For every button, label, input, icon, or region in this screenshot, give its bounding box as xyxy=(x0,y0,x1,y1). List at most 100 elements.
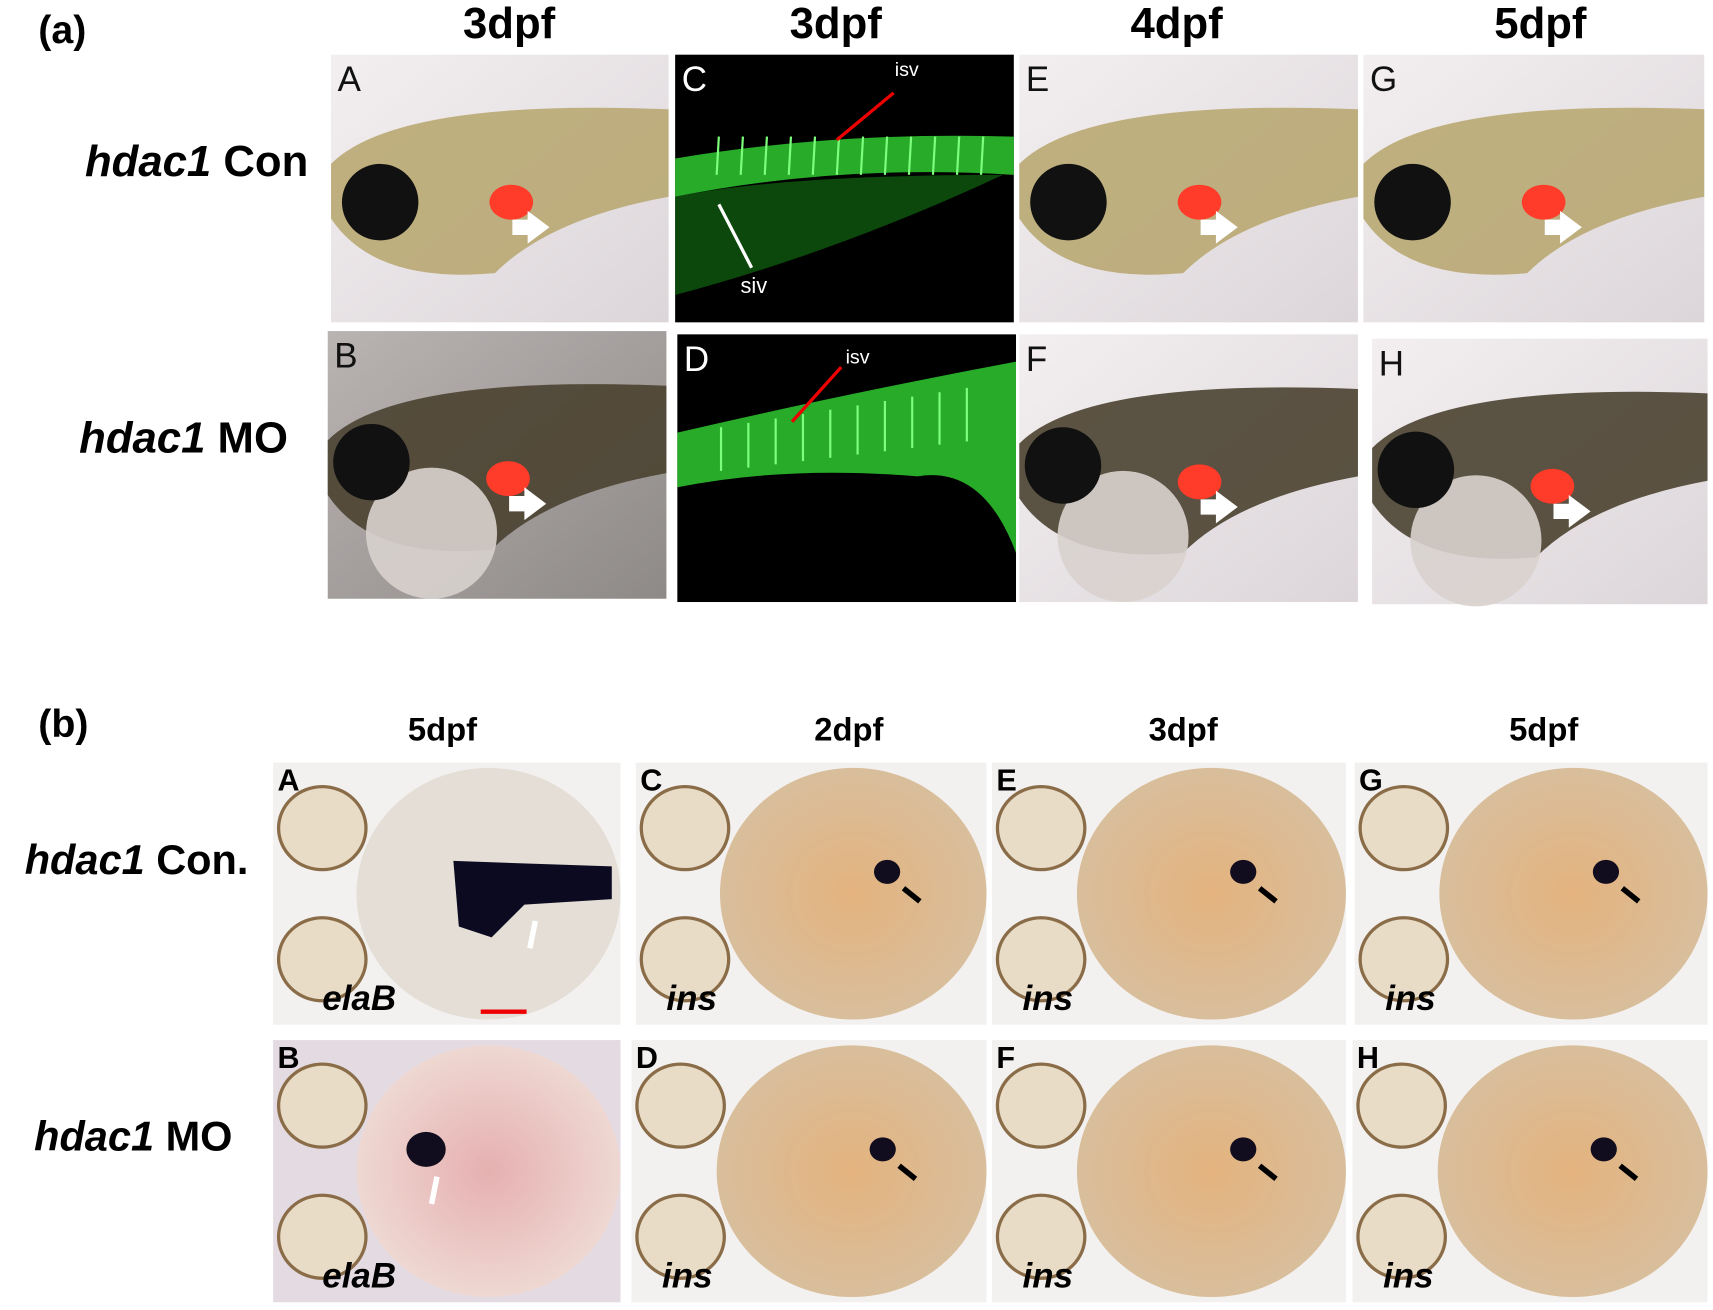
probe-label: ins xyxy=(1023,1256,1073,1295)
image-panel: B xyxy=(327,331,667,599)
yolk xyxy=(1057,470,1189,603)
eye xyxy=(276,916,368,1003)
expression-signal xyxy=(453,860,612,938)
eye xyxy=(1030,163,1107,241)
isv-line xyxy=(763,136,769,175)
panel-letter: F xyxy=(996,1041,1015,1075)
arrow xyxy=(428,1176,440,1205)
eye xyxy=(1356,1193,1447,1280)
eye xyxy=(635,1193,726,1280)
panel-letter: D xyxy=(684,340,709,379)
eye xyxy=(1024,427,1102,504)
panel-letter: G xyxy=(1359,763,1383,797)
liver-signal xyxy=(486,461,530,497)
section-label: (b) xyxy=(38,702,88,746)
yolk xyxy=(716,1045,987,1298)
vessel xyxy=(675,135,1014,197)
isv-line xyxy=(739,136,744,175)
arrow xyxy=(1618,1163,1639,1181)
yolk xyxy=(1076,767,1346,1020)
row-label: hdac1 Con xyxy=(85,136,308,185)
yolk xyxy=(365,467,498,599)
column-header: 3dpf xyxy=(463,0,556,48)
liver-signal xyxy=(1177,464,1222,500)
arrow xyxy=(1257,886,1278,904)
panel-letter: F xyxy=(1026,340,1047,379)
liver-signal xyxy=(1177,184,1222,220)
arrow xyxy=(1553,494,1591,528)
expression-signal xyxy=(873,859,901,884)
eye xyxy=(995,1062,1087,1149)
panel-letter: D xyxy=(636,1041,658,1075)
vessel xyxy=(677,361,1017,553)
isv-line xyxy=(883,136,889,175)
isv-line xyxy=(811,136,817,175)
arrow xyxy=(897,1163,918,1181)
condition: MO xyxy=(166,1112,233,1159)
yolk-glow xyxy=(675,174,1003,296)
eye xyxy=(995,916,1087,1003)
image-panel: F xyxy=(1019,334,1358,603)
panel-letter: B xyxy=(277,1041,299,1075)
image-panel: A xyxy=(331,54,669,323)
column-header: 3dpf xyxy=(790,0,883,48)
expression-signal xyxy=(1230,859,1257,884)
panel-letter: H xyxy=(1379,344,1404,383)
eye xyxy=(1377,431,1455,509)
expression-signal xyxy=(406,1131,446,1167)
probe-label: ins xyxy=(662,1256,712,1295)
panel-letter: C xyxy=(640,763,662,797)
eye xyxy=(995,1193,1087,1280)
image-panel: isv siv C xyxy=(675,54,1014,323)
yolk xyxy=(1410,475,1542,607)
liver-signal xyxy=(1530,468,1575,504)
probe-label: elaB xyxy=(322,979,396,1018)
eye xyxy=(639,916,731,1003)
liver-signal xyxy=(489,184,534,220)
eye xyxy=(276,1193,368,1280)
yolk xyxy=(764,498,996,603)
liver-signal xyxy=(1521,184,1566,220)
column-header: 5dpf xyxy=(408,711,477,748)
eye xyxy=(639,785,731,872)
probe-label: elaB xyxy=(322,1256,396,1295)
annotation: isv xyxy=(895,59,919,81)
condition: Con xyxy=(223,136,308,185)
probe-label: ins xyxy=(666,979,716,1018)
column-header: 2dpf xyxy=(814,711,883,748)
eye xyxy=(333,423,410,501)
image-panel: E xyxy=(1019,54,1358,323)
probe-label: ins xyxy=(1383,1256,1433,1295)
panel-letter: A xyxy=(338,60,362,99)
row-label: hdac1 MO xyxy=(79,413,288,462)
isv-line xyxy=(907,136,913,175)
panel-letter: C xyxy=(682,60,707,99)
panel-letter: B xyxy=(334,337,357,376)
image-panel: H xyxy=(1372,338,1708,607)
eye xyxy=(995,785,1087,872)
arrow xyxy=(1200,490,1238,524)
arrow xyxy=(835,91,895,142)
gene-name: hdac1 xyxy=(79,413,205,462)
eye xyxy=(635,1062,726,1149)
panel-letter: A xyxy=(277,763,299,797)
yolk xyxy=(719,767,987,1020)
eye xyxy=(276,1062,368,1149)
eye xyxy=(1374,163,1451,241)
arrow xyxy=(509,487,547,521)
column-header: 5dpf xyxy=(1494,0,1587,48)
condition: Con. xyxy=(156,836,248,883)
arrow xyxy=(717,203,754,269)
arrow xyxy=(1544,210,1582,244)
expression-signal xyxy=(1592,859,1620,884)
yolk xyxy=(1439,767,1708,1020)
eye xyxy=(1356,1062,1447,1149)
arrow xyxy=(512,210,550,244)
panel-letter: E xyxy=(1026,60,1049,99)
panel-letter: E xyxy=(996,763,1016,797)
